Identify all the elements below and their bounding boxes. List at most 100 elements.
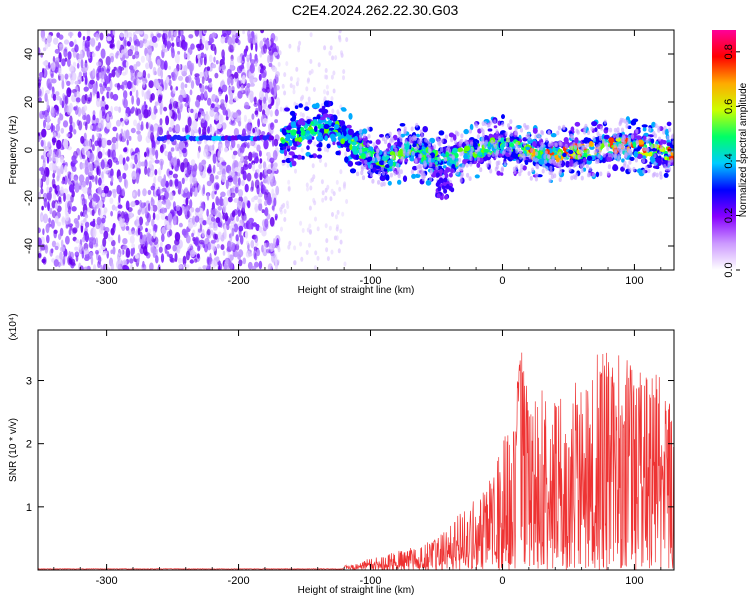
heatmap-cell	[454, 130, 458, 136]
heatmap-cell	[223, 196, 229, 207]
heatmap-cell	[630, 134, 635, 139]
heatmap-cell	[349, 144, 353, 151]
heatmap-cell	[317, 147, 322, 152]
heatmap-cell	[323, 45, 327, 51]
heatmap-cell	[663, 125, 667, 131]
heatmap-cell	[315, 102, 320, 109]
heatmap-cell	[38, 253, 42, 258]
heatmap-cell	[255, 33, 258, 44]
heatmap-cell	[41, 128, 47, 138]
heatmap-cell	[285, 200, 289, 206]
heatmap-cell	[616, 157, 621, 163]
heatmap-cell	[64, 165, 68, 173]
heatmap-cell	[283, 149, 288, 157]
heatmap-cell	[391, 165, 395, 171]
heatmap-cell	[338, 35, 342, 41]
heatmap-cell	[194, 215, 200, 223]
heatmap-cell	[91, 134, 95, 142]
heatmap-cell	[437, 156, 441, 162]
heatmap-cell	[263, 139, 269, 150]
heatmap-cell	[547, 142, 551, 148]
heatmap-cell	[99, 109, 103, 120]
heatmap-cell	[384, 139, 388, 145]
heatmap-cell	[163, 174, 167, 185]
heatmap-cell	[537, 132, 541, 138]
heatmap-cell	[344, 151, 348, 157]
heatmap-cell	[147, 73, 151, 79]
heatmap-cell	[336, 132, 341, 137]
heatmap-cell	[248, 92, 254, 101]
heatmap-cell	[325, 247, 329, 253]
heatmap-cell	[308, 154, 314, 158]
heatmap-cell	[41, 87, 44, 96]
heatmap-cell	[131, 243, 136, 249]
heatmap-cell	[399, 169, 403, 175]
heatmap-cell	[325, 74, 329, 80]
heatmap-cell	[657, 125, 661, 131]
heatmap-cell	[333, 235, 337, 241]
heatmap-cell	[274, 256, 278, 267]
heatmap-cell	[185, 125, 191, 133]
heatmap-cell	[172, 173, 178, 179]
heatmap-cell	[509, 142, 515, 147]
heatmap-cell	[266, 169, 273, 175]
heatmap-cell	[184, 83, 188, 88]
heatmap-cell	[487, 152, 491, 158]
heatmap-cell	[629, 150, 633, 156]
heatmap-cell	[509, 119, 513, 124]
heatmap-cell	[522, 165, 527, 171]
y-tick-label: 2	[26, 439, 32, 451]
heatmap-cell	[535, 172, 539, 178]
heatmap-cell	[360, 170, 364, 176]
heatmap-cell	[249, 37, 253, 44]
heatmap-cell	[178, 181, 182, 191]
heatmap-cell	[143, 245, 148, 256]
heatmap-cell	[450, 168, 455, 174]
heatmap-cell	[194, 186, 198, 197]
heatmap-cell	[435, 165, 439, 171]
heatmap-cell	[71, 155, 77, 164]
heatmap-cell	[204, 237, 210, 246]
heatmap-cell	[231, 34, 236, 45]
heatmap-cell	[88, 81, 94, 90]
heatmap-cell	[74, 91, 77, 98]
heatmap-cell	[56, 139, 62, 150]
heatmap-cell	[195, 207, 201, 213]
heatmap-cell	[226, 189, 232, 197]
heatmap-cell	[185, 234, 191, 244]
heatmap-cell	[362, 147, 369, 152]
heatmap-cell	[229, 65, 235, 70]
heatmap-cell	[268, 81, 273, 90]
heatmap-cell	[653, 153, 657, 159]
heatmap-cell	[653, 133, 658, 139]
heatmap-cell	[257, 198, 262, 204]
heatmap-cell	[274, 213, 278, 220]
heatmap-cell	[623, 160, 627, 166]
heatmap-cell	[129, 162, 134, 169]
heatmap-cell	[140, 202, 146, 209]
colorbar-label: Normalized spectral amplitude	[738, 82, 749, 217]
heatmap-cell	[506, 137, 510, 143]
heatmap-cell	[137, 151, 141, 161]
heatmap-cell	[647, 168, 651, 174]
heatmap-cell	[420, 133, 424, 139]
heatmap-cell	[192, 215, 196, 225]
heatmap-cell	[221, 161, 227, 166]
heatmap-cell	[490, 139, 494, 145]
heatmap-cell	[411, 173, 417, 179]
heatmap-cell	[330, 115, 335, 121]
heatmap-cell	[519, 154, 523, 160]
heatmap-cell	[102, 148, 105, 156]
heatmap-cell	[124, 113, 129, 122]
heatmap-cell	[550, 133, 557, 138]
heatmap-cell	[153, 42, 158, 48]
heatmap-cell	[210, 216, 216, 222]
heatmap-cell	[131, 230, 137, 236]
heatmap-cell	[106, 86, 112, 92]
heatmap-cell	[310, 130, 314, 135]
heatmap-cell	[323, 123, 330, 130]
heatmap-cell	[111, 239, 116, 247]
heatmap-marks	[38, 30, 674, 270]
heatmap-cell	[237, 189, 244, 198]
heatmap-cell	[281, 159, 286, 163]
